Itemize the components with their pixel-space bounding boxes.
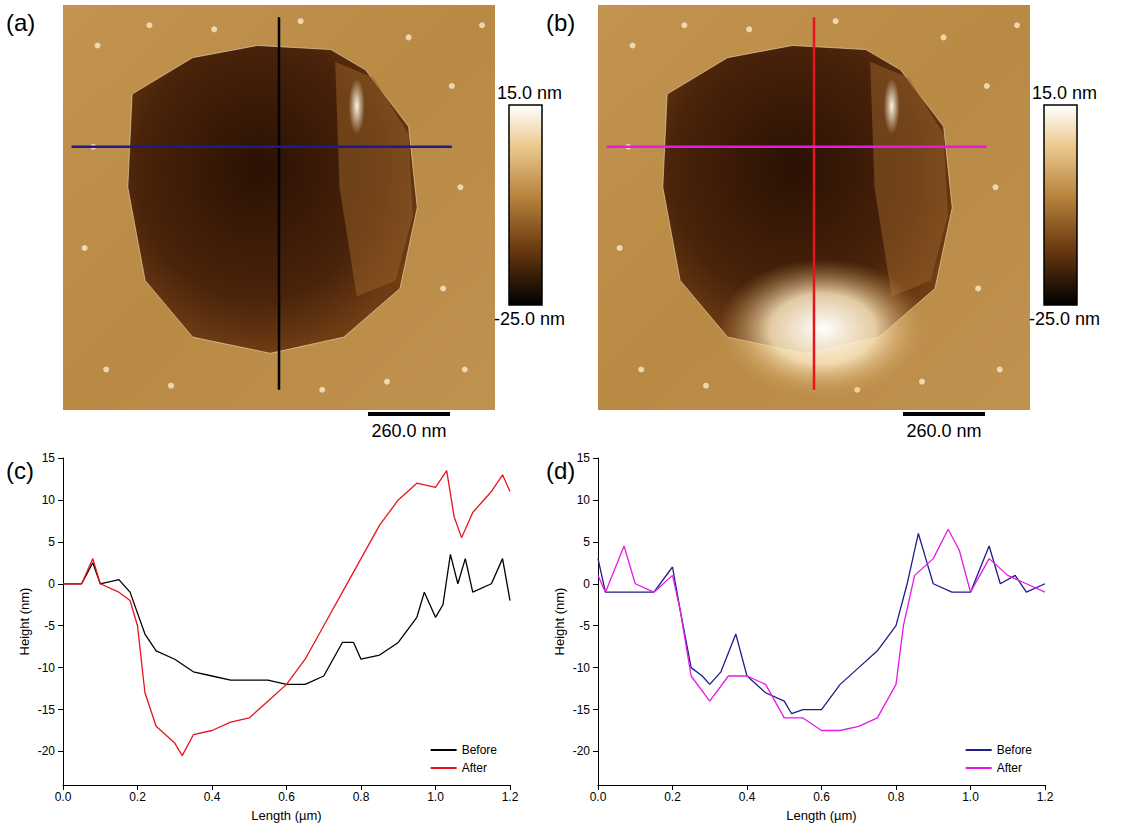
svg-text:260.0 nm: 260.0 nm: [906, 421, 981, 441]
svg-text:0.8: 0.8: [888, 790, 905, 804]
svg-text:15.0 nm: 15.0 nm: [1032, 83, 1097, 103]
svg-text:5: 5: [48, 535, 55, 549]
svg-text:0.6: 0.6: [813, 790, 830, 804]
svg-text:-15: -15: [573, 703, 591, 717]
svg-text:15: 15: [42, 451, 56, 465]
svg-text:0.0: 0.0: [55, 790, 72, 804]
svg-text:1.2: 1.2: [502, 790, 519, 804]
svg-text:-5: -5: [579, 619, 590, 633]
svg-text:10: 10: [577, 493, 591, 507]
svg-text:10: 10: [42, 493, 56, 507]
svg-text:1.0: 1.0: [962, 790, 979, 804]
svg-text:Before: Before: [997, 743, 1033, 757]
svg-text:0: 0: [48, 577, 55, 591]
svg-text:-10: -10: [573, 661, 591, 675]
svg-text:0.2: 0.2: [664, 790, 681, 804]
svg-text:1.0: 1.0: [427, 790, 444, 804]
svg-text:Length (µm): Length (µm): [251, 808, 321, 823]
svg-text:(b): (b): [546, 9, 575, 36]
svg-text:5: 5: [583, 535, 590, 549]
svg-text:Height (nm): Height (nm): [17, 588, 32, 656]
svg-text:-10: -10: [38, 661, 56, 675]
svg-text:1.2: 1.2: [1037, 790, 1054, 804]
svg-text:Length (µm): Length (µm): [786, 808, 856, 823]
svg-text:-20: -20: [38, 744, 56, 758]
svg-text:0.4: 0.4: [739, 790, 756, 804]
svg-text:0.0: 0.0: [590, 790, 607, 804]
svg-text:-15: -15: [38, 703, 56, 717]
svg-text:-20: -20: [573, 744, 591, 758]
svg-text:0.2: 0.2: [129, 790, 146, 804]
svg-text:-25.0 nm: -25.0 nm: [1029, 309, 1100, 329]
svg-text:After: After: [462, 761, 487, 775]
svg-text:Height (nm): Height (nm): [552, 588, 567, 656]
svg-text:0.4: 0.4: [204, 790, 221, 804]
svg-text:After: After: [997, 761, 1022, 775]
svg-text:0.6: 0.6: [278, 790, 295, 804]
svg-text:(d): (d): [546, 457, 575, 484]
svg-text:15: 15: [577, 451, 591, 465]
svg-text:(a): (a): [6, 9, 35, 36]
svg-text:-5: -5: [44, 619, 55, 633]
svg-text:Before: Before: [462, 743, 498, 757]
svg-text:260.0 nm: 260.0 nm: [371, 421, 446, 441]
svg-text:-25.0 nm: -25.0 nm: [494, 309, 565, 329]
svg-text:(c): (c): [6, 457, 34, 484]
svg-text:15.0 nm: 15.0 nm: [497, 83, 562, 103]
svg-text:0: 0: [583, 577, 590, 591]
svg-text:0.8: 0.8: [353, 790, 370, 804]
